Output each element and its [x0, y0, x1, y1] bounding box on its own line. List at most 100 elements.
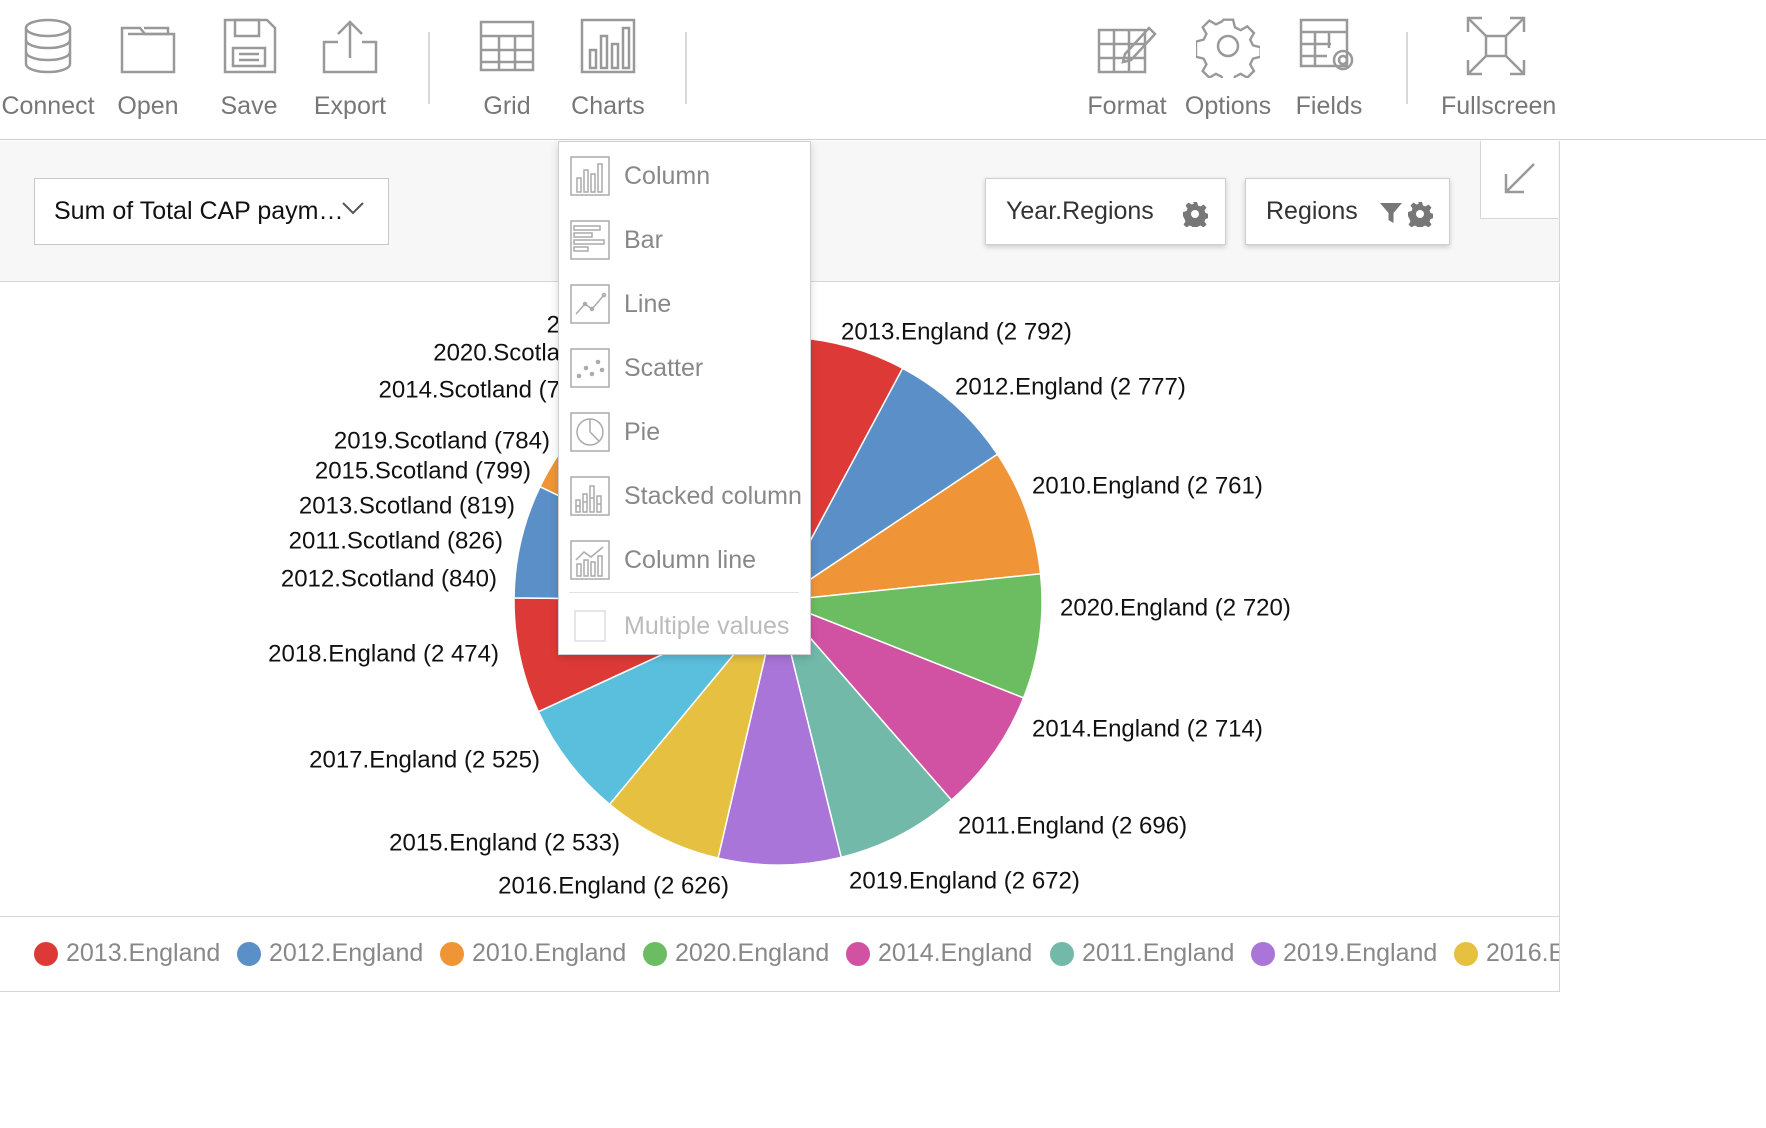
pie-slice-label: 2020.England (2 720) — [1060, 594, 1291, 621]
pie-slice-label: 2019.England (2 672) — [849, 867, 1080, 894]
column-chart-icon — [570, 156, 610, 196]
open-button[interactable]: Open — [93, 14, 203, 121]
legend-swatch — [643, 942, 667, 966]
legend-swatch — [846, 942, 870, 966]
legend-label: 2016.E — [1486, 939, 1560, 968]
grid-icon — [475, 14, 539, 78]
menu-item-label: Multiple values — [624, 612, 789, 641]
pie-chart-icon — [570, 412, 610, 452]
legend-item[interactable]: 2019.England — [1251, 939, 1437, 968]
legend-item[interactable]: 2011.England — [1050, 939, 1234, 968]
menu-item-column-line[interactable]: Column line — [559, 528, 810, 592]
legend-item[interactable]: 2010.England — [440, 939, 626, 968]
grid-button[interactable]: Grid — [452, 14, 562, 121]
grid-label: Grid — [452, 92, 562, 121]
collapse-arrow-icon — [1502, 162, 1536, 196]
menu-item-line[interactable]: Line — [559, 272, 810, 336]
legend-item[interactable]: 2016.E — [1454, 939, 1560, 968]
pie-slice-label: 2015.Scotland (799) — [315, 457, 531, 484]
pie-slice-label: 2016.England (2 626) — [498, 872, 729, 899]
legend-item[interactable]: 2020.England — [643, 939, 829, 968]
pie-slice-label: 2019.Scotland (784) — [334, 427, 550, 454]
connect-button[interactable]: Connect — [0, 14, 103, 121]
fields-label: Fields — [1274, 92, 1384, 121]
measure-select[interactable]: Sum of Total CAP paym… — [34, 178, 389, 245]
pie-slice-label: 2013.England (2 792) — [841, 318, 1072, 345]
menu-item-pie[interactable]: Pie — [559, 400, 810, 464]
legend-label: 2013.England — [66, 939, 220, 968]
menu-item-label: Column — [624, 162, 710, 191]
rows-field-label: Year.Regions — [1006, 197, 1154, 226]
export-icon — [318, 14, 382, 78]
pie-slice-label: 2011.England (2 696) — [958, 812, 1187, 839]
scatter-chart-icon — [570, 348, 610, 388]
legend-item[interactable]: 2012.England — [237, 939, 423, 968]
legend-label: 2019.England — [1283, 939, 1437, 968]
measure-select-value: Sum of Total CAP paym… — [54, 197, 344, 226]
folder-icon — [116, 14, 180, 78]
filter-icon[interactable] — [1379, 201, 1403, 225]
columns-field-label: Regions — [1266, 197, 1358, 226]
menu-item-label: Bar — [624, 226, 663, 255]
gear-icon[interactable] — [1182, 201, 1208, 227]
toolbar-separator — [1406, 32, 1408, 104]
legend-item[interactable]: 2014.England — [846, 939, 1032, 968]
menu-item-multiple-values[interactable]: Multiple values — [559, 594, 810, 658]
toolbar: Connect Open Save Export Grid Charts For… — [0, 0, 1766, 140]
fullscreen-icon — [1464, 14, 1528, 78]
column-line-icon — [570, 540, 610, 580]
fullscreen-label: Fullscreen — [1441, 92, 1551, 121]
columns-field-pill[interactable]: Regions — [1245, 178, 1450, 245]
save-button[interactable]: Save — [194, 14, 304, 121]
bar-chart-icon — [570, 220, 610, 260]
pie-slice-label: 2013.Scotland (819) — [299, 492, 515, 519]
legend-swatch — [1454, 942, 1478, 966]
pie-slice-label: 2012.Scotland (840) — [281, 565, 497, 592]
database-icon — [16, 14, 80, 78]
line-chart-icon — [570, 284, 610, 324]
charts-label: Charts — [553, 92, 663, 121]
legend-swatch — [1251, 942, 1275, 966]
save-label: Save — [194, 92, 304, 121]
collapse-button[interactable] — [1480, 141, 1558, 219]
toolbar-separator — [428, 32, 430, 104]
floppy-disk-icon — [217, 14, 281, 78]
pie-slice-label: 2020.Scotla — [433, 339, 560, 366]
legend-label: 2012.England — [269, 939, 423, 968]
chart-legend: 2013.England 2012.England 2010.England 2020… — [0, 916, 1560, 992]
gear-icon[interactable] — [1407, 201, 1433, 227]
checkbox-icon — [570, 606, 610, 646]
rows-field-pill[interactable]: Year.Regions — [985, 178, 1226, 245]
export-button[interactable]: Export — [295, 14, 405, 121]
menu-item-column[interactable]: Column — [559, 144, 810, 208]
chevron-down-icon — [342, 201, 364, 215]
legend-label: 2010.England — [472, 939, 626, 968]
charts-button[interactable]: Charts — [553, 14, 663, 121]
pie-slice-label: 2018.England (2 474) — [268, 640, 499, 667]
menu-item-stacked-column[interactable]: Stacked column — [559, 464, 810, 528]
format-cells-icon — [1095, 14, 1159, 78]
legend-label: 2020.England — [675, 939, 829, 968]
fields-button[interactable]: Fields — [1274, 14, 1384, 121]
menu-item-label: Scatter — [624, 354, 703, 383]
format-button[interactable]: Format — [1072, 14, 1182, 121]
pie-slice-label: 2017.England (2 525) — [309, 746, 540, 773]
export-label: Export — [295, 92, 405, 121]
menu-item-label: Column line — [624, 546, 756, 575]
menu-divider — [569, 592, 799, 593]
pie-slice-label: 2014.Scotland (7 — [379, 376, 560, 403]
legend-swatch — [1050, 942, 1074, 966]
options-button[interactable]: Options — [1173, 14, 1283, 121]
options-label: Options — [1173, 92, 1283, 121]
menu-item-scatter[interactable]: Scatter — [559, 336, 810, 400]
menu-item-bar[interactable]: Bar — [559, 208, 810, 272]
charts-dropdown-menu: Column Bar Line Scatter Pie Stacked colu… — [558, 141, 811, 655]
pie-slice-label: 2011.Scotland (826) — [289, 527, 503, 554]
fields-settings-icon — [1297, 14, 1361, 78]
fullscreen-button[interactable]: Fullscreen — [1441, 14, 1551, 121]
pie-slice-label: 2015.England (2 533) — [389, 829, 620, 856]
bar-chart-icon — [576, 14, 640, 78]
legend-item[interactable]: 2013.England — [34, 939, 220, 968]
pie-slice-label: 2012.England (2 777) — [955, 373, 1186, 400]
legend-swatch — [440, 942, 464, 966]
